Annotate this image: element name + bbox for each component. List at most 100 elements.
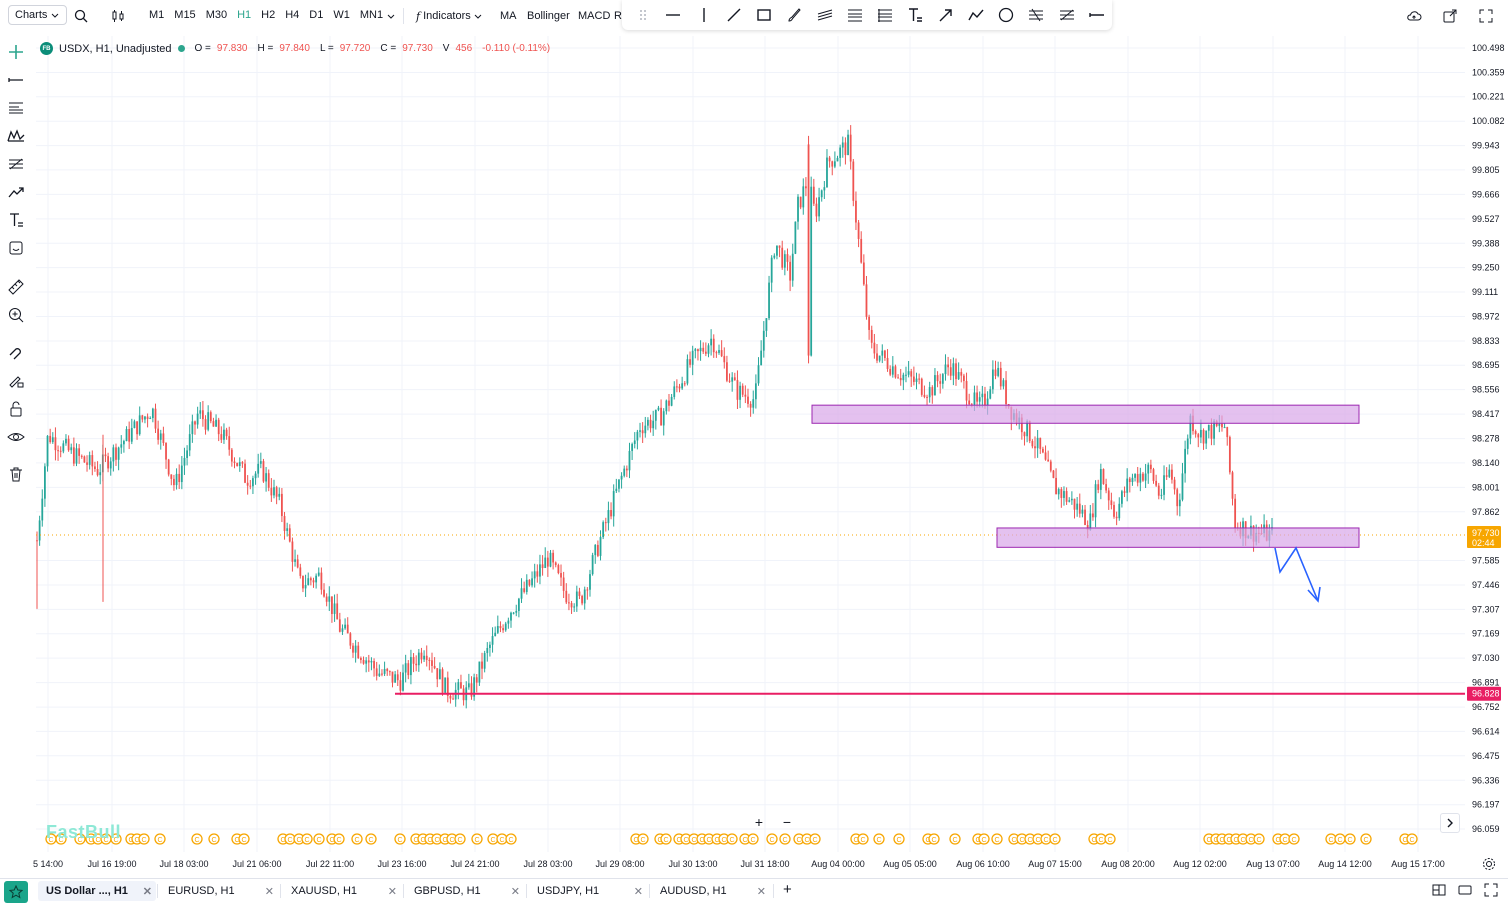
timeframe-w1[interactable]: W1 — [333, 9, 350, 21]
symbol-tab[interactable]: XAUUSD, H1 ✕ — [283, 881, 401, 901]
candle-body — [196, 413, 199, 425]
event-marker-glyph: C — [1363, 837, 1368, 844]
zoom-out-button[interactable]: − — [782, 814, 792, 830]
tab-close-icon[interactable]: ✕ — [756, 885, 766, 898]
emoji-tool[interactable] — [5, 237, 27, 259]
symbol-tab[interactable]: GBPUSD, H1 ✕ — [406, 881, 524, 901]
tab-close-icon[interactable]: ✕ — [387, 885, 397, 898]
timeframe-d1[interactable]: D1 — [309, 9, 324, 21]
text-annotation-tool[interactable] — [5, 209, 27, 231]
window-button[interactable] — [1458, 883, 1472, 897]
remove-drawings[interactable] — [5, 463, 27, 485]
crosshair-tool[interactable] — [5, 41, 27, 63]
arrow-icon — [939, 9, 952, 22]
share-button[interactable] — [1438, 5, 1462, 27]
candle-body — [849, 134, 852, 162]
tab-close-icon[interactable]: ✕ — [633, 885, 643, 898]
stay-in-drawing-mode[interactable] — [5, 370, 27, 392]
timeframe-m1[interactable]: M1 — [149, 9, 165, 21]
symbol-title[interactable]: USDX, H1, Unadjusted — [59, 42, 172, 55]
timeframe-h4[interactable]: H4 — [285, 9, 300, 21]
hide-drawings[interactable] — [5, 426, 27, 448]
ma-indicator-button[interactable]: MA — [500, 10, 517, 22]
layout-button[interactable] — [1432, 883, 1446, 897]
text-tool[interactable] — [900, 0, 930, 30]
fib-retracement-tool[interactable] — [840, 0, 870, 30]
candle-body — [375, 668, 378, 676]
tab-close-icon[interactable]: ✕ — [264, 885, 274, 898]
timeframe-h1[interactable]: H1 — [237, 9, 252, 21]
bollinger-indicator-button[interactable]: Bollinger — [527, 10, 570, 22]
timeframe-m15[interactable]: M15 — [174, 9, 196, 21]
price-axis-label: 98.695 — [1472, 360, 1500, 370]
text-icon — [10, 213, 23, 227]
candle-body — [507, 620, 510, 624]
zoom-in-button[interactable]: + — [754, 814, 764, 830]
brush-tool[interactable] — [779, 0, 809, 30]
candle-body — [431, 660, 433, 666]
timeframe-mn1[interactable]: MN1 — [359, 9, 384, 21]
arrow-tool[interactable] — [931, 0, 961, 30]
charts-menu-button[interactable]: Charts — [8, 5, 68, 25]
symbol-tab[interactable]: AUDUSD, H1 ✕ — [652, 881, 770, 901]
candle-body — [399, 680, 402, 691]
zoom-tool[interactable] — [5, 304, 27, 326]
candle-body — [173, 478, 175, 486]
time-axis-label: Jul 28 03:00 — [523, 859, 572, 869]
rsi-indicator-button[interactable]: R — [614, 10, 622, 22]
trend-line-tool[interactable] — [719, 0, 749, 30]
candle-body — [273, 487, 275, 496]
magnet-tool[interactable] — [5, 342, 27, 364]
rectangle-tool[interactable] — [749, 0, 779, 30]
macd-indicator-button[interactable]: MACD — [578, 10, 611, 22]
favorites-button[interactable] — [4, 881, 28, 903]
ray-tool[interactable] — [1082, 0, 1112, 30]
drag-handle[interactable] — [628, 0, 658, 30]
timeframe-more-button[interactable] — [382, 5, 400, 27]
expand-button[interactable] — [1484, 883, 1498, 897]
chart-settings-gear-icon[interactable] — [1481, 856, 1497, 872]
timeframe-m30[interactable]: M30 — [205, 9, 228, 21]
candle-body — [133, 421, 136, 428]
fib-extension-tool[interactable] — [870, 0, 900, 30]
tab-close-icon[interactable]: ✕ — [142, 885, 152, 898]
polyline-tool[interactable] — [961, 0, 991, 30]
candle-body — [386, 668, 389, 672]
horizontal-line-tool[interactable] — [658, 0, 688, 30]
candle-body — [963, 375, 965, 382]
candle-body — [1223, 427, 1226, 429]
symbol-tab[interactable]: US Dollar ..., H1 ✕ — [38, 881, 156, 901]
measure-tool[interactable] — [5, 276, 27, 298]
symbol-tab[interactable]: USDJPY, H1 ✕ — [529, 881, 647, 901]
indicators-button[interactable]: f Indicators — [412, 5, 487, 27]
vertical-line-tool[interactable] — [689, 0, 719, 30]
circle-tool[interactable] — [991, 0, 1021, 30]
prediction-tool[interactable] — [5, 181, 27, 203]
tab-close-icon[interactable]: ✕ — [510, 885, 520, 898]
lock-drawings[interactable] — [5, 398, 27, 420]
candle-body — [141, 415, 144, 420]
search-button[interactable] — [70, 5, 92, 27]
symbol-tab[interactable]: EURUSD, H1 ✕ — [160, 881, 278, 901]
gann-tool[interactable] — [5, 153, 27, 175]
chart-type-button[interactable] — [106, 5, 130, 27]
cloud-save-button[interactable] — [1402, 5, 1426, 27]
pattern-tool[interactable] — [5, 125, 27, 147]
event-marker-glyph: C — [280, 837, 285, 844]
candle-body — [1042, 448, 1044, 453]
parallel-channel-tool[interactable] — [810, 0, 840, 30]
line-tool[interactable] — [5, 69, 27, 91]
line-icon — [8, 78, 23, 82]
candle-body — [531, 578, 533, 586]
fib-tool[interactable] — [5, 97, 27, 119]
pitchfork-tool[interactable] — [1052, 0, 1082, 30]
gann-fan-tool[interactable] — [1021, 0, 1051, 30]
price-axis-label: 97.307 — [1472, 604, 1500, 614]
candle-body — [94, 466, 96, 470]
add-tab-button[interactable]: + — [783, 881, 792, 898]
fullscreen-button[interactable] — [1474, 5, 1498, 27]
timeframe-h2[interactable]: H2 — [261, 9, 276, 21]
scroll-to-realtime-button[interactable] — [1440, 813, 1460, 833]
